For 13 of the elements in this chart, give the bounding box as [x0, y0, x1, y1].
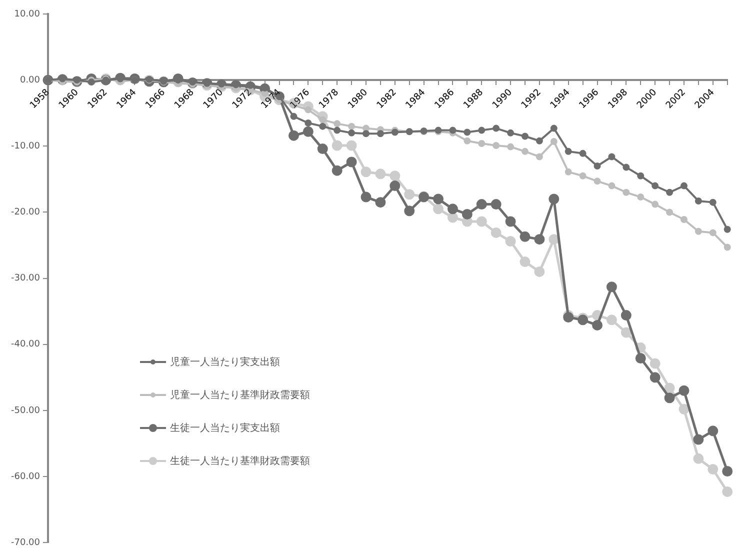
y-tick-label: -50.00 [10, 406, 40, 416]
y-tick-label: 0.00 [20, 75, 40, 86]
legend-label: 生徒一人当たり実支出額 [170, 422, 280, 434]
y-tick-label: -60.00 [10, 472, 40, 482]
y-tick-label: -20.00 [10, 208, 40, 218]
legend-label: 児童一人当たり実支出額 [170, 356, 280, 368]
legend-label: 児童一人当たり基準財政需要額 [170, 388, 310, 402]
y-tick-label: 10.00 [14, 9, 40, 20]
y-tick-label: -70.00 [10, 538, 40, 548]
legend-label: 生徒一人当たり基準財政需要額 [170, 454, 310, 468]
y-tick-label: -30.00 [10, 274, 40, 284]
y-tick-label: -40.00 [10, 340, 40, 350]
y-tick-label: -10.00 [10, 141, 40, 152]
